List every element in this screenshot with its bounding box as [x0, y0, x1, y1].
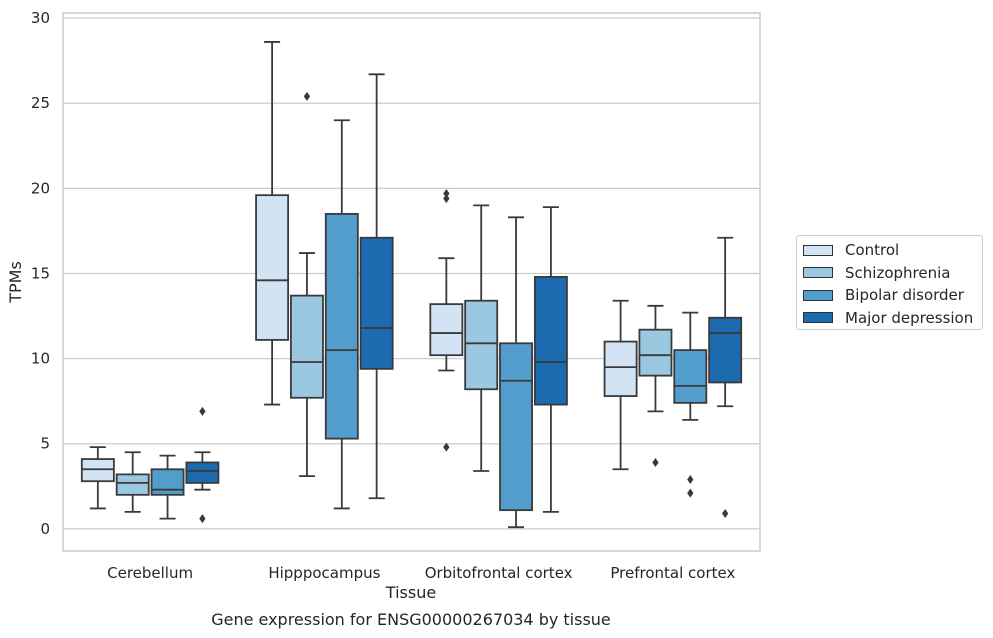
- box-bipolar-disorder: [673, 311, 708, 498]
- y-tick-label: 30: [31, 9, 50, 27]
- box-bipolar-disorder: [324, 119, 359, 510]
- outlier-point: [687, 488, 694, 498]
- outlier-point: [443, 188, 450, 198]
- y-tick-label: 20: [31, 179, 50, 197]
- legend-item-major-depression: Major depression: [803, 307, 982, 330]
- legend-label-schizophrenia: Schizophrenia: [845, 263, 951, 282]
- outlier-point: [303, 91, 311, 101]
- box-bipolar-disorder: [499, 216, 533, 529]
- legend-label-control: Control: [845, 241, 900, 260]
- box-iqr: [150, 468, 185, 496]
- legend-swatch-bipolar-disorder: [803, 289, 833, 301]
- box-iqr: [673, 349, 708, 404]
- x-tick-label: Orbitofrontal cortex: [425, 564, 573, 582]
- chart-title: Gene expression for ENSG00000267034 by t…: [211, 610, 611, 629]
- legend-swatch-control: [803, 244, 833, 256]
- legend-swatch-schizophrenia: [803, 267, 833, 279]
- y-tick-labels: 0 5 10 15 20 25 30: [31, 9, 50, 538]
- legend-swatch-major-depression: [803, 312, 833, 324]
- box-iqr: [255, 194, 290, 341]
- x-tick-label: Prefrontal cortex: [610, 564, 735, 582]
- outlier-point: [443, 442, 450, 452]
- x-tick-labels: Cerebellum Hipppocampus Orbitofrontal cort…: [107, 564, 735, 582]
- box-iqr: [464, 299, 499, 391]
- box-control: [603, 299, 638, 471]
- y-tick-label: 10: [31, 350, 50, 368]
- x-tick-label: Cerebellum: [107, 564, 193, 582]
- box-bipolar-disorder: [150, 454, 185, 520]
- box-major-depression: [185, 406, 220, 524]
- box-iqr: [708, 316, 743, 384]
- y-tick-label: 0: [40, 520, 50, 538]
- box-iqr: [429, 303, 464, 357]
- box-iqr: [290, 294, 324, 399]
- box-iqr: [359, 236, 394, 370]
- legend: Control Schizophrenia Bipolar disorder M…: [796, 235, 983, 330]
- box-iqr: [115, 473, 150, 496]
- plot-frame: [62, 12, 761, 552]
- box-control: [80, 446, 115, 510]
- outlier-point: [687, 474, 694, 484]
- outlier-point: [443, 194, 450, 204]
- legend-item-bipolar-disorder: Bipolar disorder: [803, 284, 982, 307]
- box-control: [255, 41, 290, 406]
- box-iqr: [324, 212, 359, 440]
- box-major-depression: [359, 73, 394, 500]
- box-iqr: [185, 461, 220, 484]
- gridlines: [63, 17, 760, 530]
- box-iqr: [499, 342, 533, 512]
- legend-item-schizophrenia: Schizophrenia: [803, 262, 982, 285]
- box-schizophrenia: [464, 204, 499, 472]
- box-schizophrenia: [638, 304, 673, 467]
- y-axis-label: TPMs: [6, 261, 25, 304]
- x-axis-label: Tissue: [385, 583, 436, 602]
- y-tick-label: 15: [31, 264, 50, 282]
- box-iqr: [603, 340, 638, 397]
- outlier-point: [199, 514, 206, 524]
- box-iqr: [533, 275, 568, 406]
- legend-label-major-depression: Major depression: [845, 308, 974, 327]
- box-iqr: [638, 328, 673, 377]
- outlier-point: [652, 457, 659, 467]
- box-schizophrenia: [115, 451, 150, 513]
- y-tick-label: 25: [31, 94, 50, 112]
- y-tick-label: 5: [40, 435, 50, 453]
- outlier-point: [722, 509, 729, 519]
- box-control: [429, 188, 464, 452]
- legend-label-bipolar-disorder: Bipolar disorder: [845, 286, 964, 305]
- box-major-depression: [533, 206, 568, 513]
- boxplots: [80, 41, 743, 529]
- legend-item-control: Control: [803, 239, 982, 262]
- box-schizophrenia: [290, 91, 324, 477]
- box-major-depression: [708, 236, 743, 519]
- x-tick-label: Hipppocampus: [268, 564, 380, 582]
- outlier-point: [199, 406, 206, 416]
